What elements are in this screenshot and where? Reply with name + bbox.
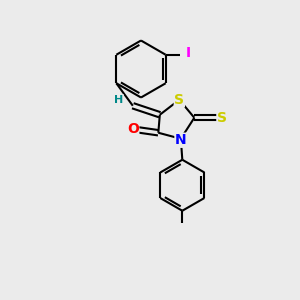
Text: H: H bbox=[114, 95, 123, 105]
Text: S: S bbox=[217, 111, 227, 125]
Text: S: S bbox=[174, 93, 184, 107]
Text: O: O bbox=[127, 122, 139, 136]
Text: I: I bbox=[186, 46, 191, 60]
Text: N: N bbox=[175, 133, 187, 147]
